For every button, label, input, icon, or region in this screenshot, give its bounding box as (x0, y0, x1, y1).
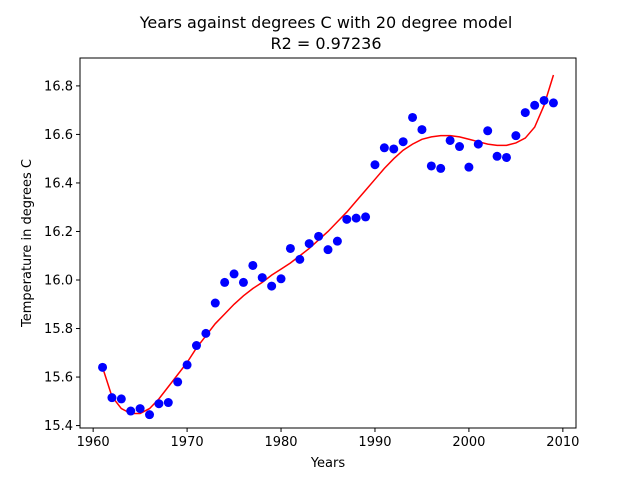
data-point (163, 398, 173, 408)
data-point (154, 399, 164, 409)
x-tick-label: 1990 (358, 435, 391, 450)
data-point (473, 139, 483, 149)
chart-title: Years against degrees C with 20 degree m… (139, 13, 513, 32)
x-axis-label: Years (310, 456, 346, 471)
data-point (220, 277, 230, 287)
data-point (530, 100, 540, 110)
data-point (314, 231, 324, 241)
plot-frame (79, 57, 577, 429)
data-point (116, 394, 126, 404)
data-point (370, 160, 380, 170)
model-line (101, 74, 555, 415)
x-tick-label: 1960 (77, 435, 110, 450)
data-point (238, 277, 248, 287)
data-point (229, 269, 239, 279)
data-point (98, 362, 108, 372)
data-point (257, 273, 267, 283)
data-point (210, 298, 220, 308)
data-point (332, 236, 342, 246)
y-tick-label: 15.8 (44, 322, 73, 337)
data-point (361, 212, 371, 222)
data-point (201, 328, 211, 338)
data-point (445, 135, 455, 145)
x-tick-label: 2000 (452, 435, 485, 450)
y-tick-label: 15.6 (44, 371, 73, 386)
y-tick-label: 16.8 (44, 79, 73, 94)
data-point (248, 260, 258, 270)
data-point (323, 245, 333, 255)
y-tick-label: 15.4 (44, 419, 73, 434)
data-point (408, 112, 418, 122)
data-point (126, 406, 136, 416)
y-tick-label: 16.0 (44, 274, 73, 289)
data-point (417, 125, 427, 135)
data-point (135, 404, 145, 414)
data-point (492, 151, 502, 161)
data-point (107, 393, 117, 403)
data-point (398, 137, 408, 147)
y-axis-label: Temperature in degrees C (20, 159, 35, 328)
data-point (389, 144, 399, 154)
data-point (379, 143, 389, 153)
data-point (295, 254, 305, 264)
data-point (191, 341, 201, 351)
x-tick-label: 1970 (171, 435, 204, 450)
data-point (182, 360, 192, 370)
data-point (351, 213, 361, 223)
x-tick-label: 2010 (546, 435, 579, 450)
data-point (501, 152, 511, 162)
data-point (483, 126, 493, 136)
data-point (436, 163, 446, 173)
data-point (511, 131, 521, 141)
x-tick-label: 1980 (264, 435, 297, 450)
data-point (520, 108, 530, 118)
y-tick-label: 16.6 (44, 128, 73, 143)
plot-area (79, 57, 577, 429)
data-point (548, 98, 558, 108)
data-point (455, 142, 465, 152)
data-point (342, 214, 352, 224)
data-point (539, 95, 549, 105)
x-axis: 1960 1970 1980 1990 2000 2010 (77, 428, 579, 450)
data-point (426, 161, 436, 171)
scatter-points (98, 95, 558, 420)
data-point (173, 377, 183, 387)
y-tick-label: 16.2 (44, 225, 73, 240)
y-tick-label: 16.4 (44, 176, 73, 191)
chart-subtitle: R2 = 0.97236 (270, 34, 381, 53)
data-point (276, 274, 286, 284)
data-point (285, 243, 295, 253)
data-point (464, 162, 474, 172)
data-point (304, 239, 314, 249)
model-fit-line (101, 74, 555, 415)
y-axis: 15.4 15.6 15.8 16.0 16.2 16.4 16.6 16.8 (44, 79, 80, 434)
data-point (145, 410, 155, 420)
data-point (267, 281, 277, 291)
